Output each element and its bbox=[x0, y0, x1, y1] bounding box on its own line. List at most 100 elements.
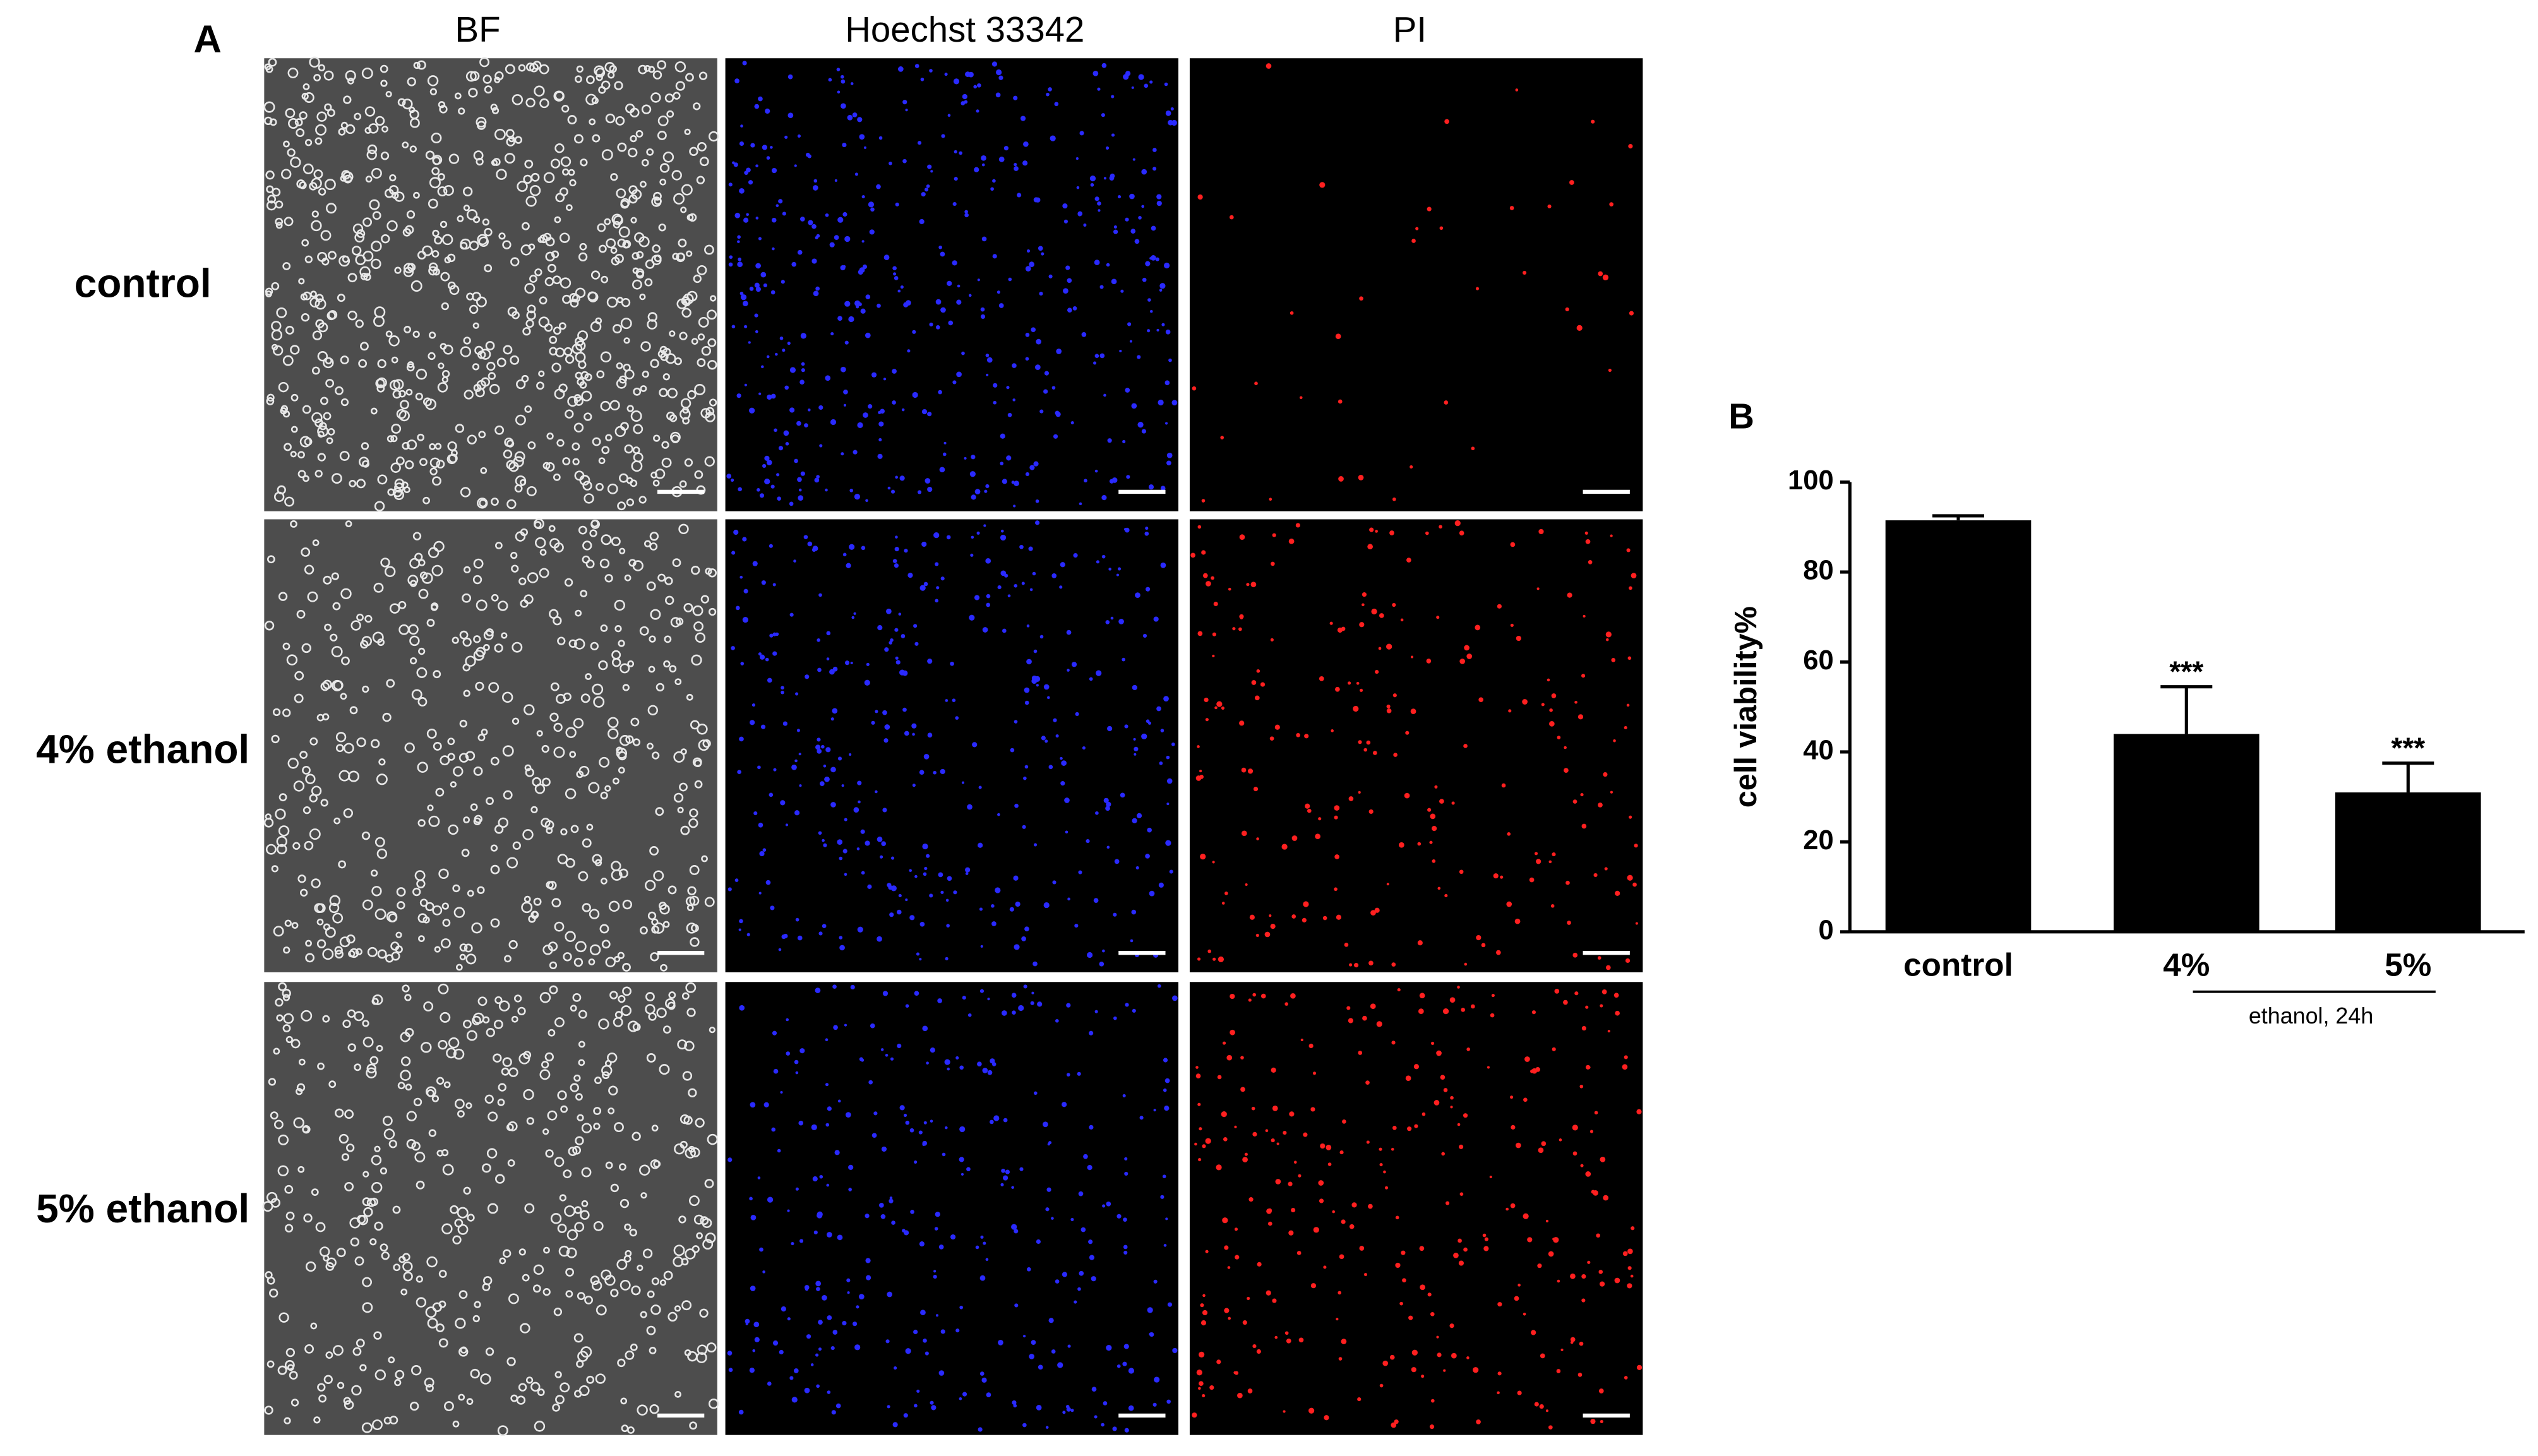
cell bbox=[435, 1323, 445, 1332]
cell bbox=[947, 1067, 950, 1071]
cell bbox=[679, 1140, 688, 1149]
cell bbox=[1134, 753, 1137, 756]
cell bbox=[459, 953, 466, 960]
cell bbox=[955, 1056, 959, 1059]
cell bbox=[428, 266, 438, 276]
cell bbox=[555, 1395, 565, 1405]
cell bbox=[367, 144, 378, 155]
cell bbox=[1584, 531, 1588, 535]
cell bbox=[787, 112, 794, 119]
cell bbox=[707, 1133, 719, 1145]
cell bbox=[1244, 1152, 1248, 1156]
cell bbox=[427, 804, 434, 811]
cell bbox=[1214, 706, 1218, 710]
cell bbox=[472, 1315, 480, 1323]
cell bbox=[1395, 1215, 1399, 1220]
cell bbox=[1046, 92, 1050, 97]
cell bbox=[389, 603, 400, 614]
cell bbox=[1102, 949, 1105, 953]
cell bbox=[1037, 1001, 1043, 1007]
cell bbox=[1023, 1335, 1026, 1338]
cell bbox=[589, 529, 597, 537]
cell bbox=[806, 1334, 811, 1339]
cell bbox=[950, 661, 954, 666]
cell bbox=[601, 940, 611, 949]
cell bbox=[1048, 274, 1053, 278]
cell bbox=[1003, 1118, 1008, 1123]
cell bbox=[297, 1166, 305, 1173]
cell bbox=[453, 766, 464, 777]
cell bbox=[1449, 997, 1456, 1003]
cell bbox=[1408, 1315, 1413, 1320]
cell bbox=[1123, 1244, 1128, 1250]
cell bbox=[1458, 1238, 1462, 1243]
cell bbox=[545, 1149, 554, 1158]
y-tick-label: 20 bbox=[1803, 825, 1833, 856]
cell bbox=[443, 344, 453, 355]
cell bbox=[433, 540, 445, 552]
cell bbox=[492, 158, 501, 166]
cell bbox=[1155, 257, 1159, 261]
cell bbox=[709, 295, 717, 302]
cell bbox=[565, 931, 576, 942]
cell bbox=[1075, 712, 1079, 717]
cell bbox=[436, 460, 445, 469]
cell bbox=[1026, 1267, 1031, 1272]
cell bbox=[826, 1232, 832, 1238]
cell bbox=[1106, 801, 1111, 808]
cell bbox=[325, 1351, 333, 1359]
cell bbox=[1128, 1405, 1134, 1411]
cell bbox=[536, 381, 544, 390]
cell bbox=[1240, 1087, 1245, 1092]
cell bbox=[374, 306, 386, 318]
cell bbox=[315, 124, 327, 136]
cell bbox=[442, 1164, 454, 1176]
cell bbox=[1366, 740, 1371, 745]
cell bbox=[1451, 1352, 1457, 1359]
cell bbox=[1046, 1187, 1051, 1192]
cell bbox=[447, 441, 457, 451]
cell bbox=[1114, 859, 1120, 864]
cell bbox=[1275, 1179, 1281, 1184]
cell bbox=[1048, 1318, 1054, 1323]
cell bbox=[382, 712, 392, 722]
cell bbox=[832, 708, 838, 714]
cell bbox=[699, 157, 709, 167]
cell bbox=[796, 421, 801, 426]
cell bbox=[674, 357, 682, 366]
cell bbox=[1137, 421, 1144, 428]
cell bbox=[1597, 956, 1601, 960]
cell bbox=[441, 1149, 449, 1157]
cell bbox=[613, 215, 623, 225]
cell bbox=[632, 738, 641, 746]
cell bbox=[539, 234, 548, 244]
cell bbox=[674, 1143, 685, 1155]
cell bbox=[1257, 1262, 1262, 1267]
cell bbox=[622, 899, 633, 910]
cell bbox=[1351, 1202, 1357, 1208]
cell bbox=[1111, 278, 1117, 285]
cell bbox=[1253, 787, 1259, 792]
cell bbox=[296, 609, 306, 619]
cell bbox=[368, 123, 379, 134]
cell bbox=[394, 191, 405, 202]
cell bbox=[817, 1212, 823, 1219]
cell bbox=[1000, 529, 1004, 533]
cell bbox=[753, 1322, 760, 1328]
cell bbox=[650, 609, 661, 620]
cell bbox=[1552, 1047, 1556, 1051]
cell bbox=[795, 692, 799, 696]
cell bbox=[987, 998, 990, 1001]
cell bbox=[830, 1346, 835, 1351]
cell bbox=[737, 235, 741, 239]
cell bbox=[282, 994, 290, 1001]
cell bbox=[1062, 1411, 1066, 1414]
cell bbox=[1066, 630, 1072, 635]
cell bbox=[974, 167, 979, 172]
cell bbox=[1252, 993, 1257, 997]
cell bbox=[1230, 1029, 1235, 1035]
cell bbox=[1025, 357, 1029, 361]
cell bbox=[411, 1142, 421, 1151]
cell bbox=[760, 724, 766, 729]
cell bbox=[395, 1369, 405, 1380]
